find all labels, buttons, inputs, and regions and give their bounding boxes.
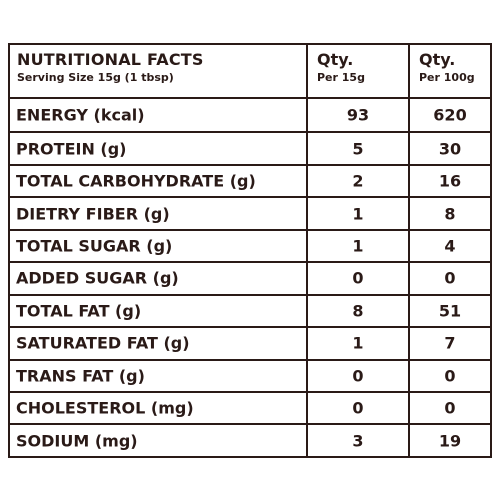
- value-per15: 1: [352, 236, 364, 256]
- table-row: PROTEIN (g) 5 30: [10, 131, 490, 163]
- nutrient-label: TOTAL SUGAR (g): [16, 236, 173, 256]
- value-per15: 5: [352, 139, 364, 159]
- column-subheader-per15: Per 15g: [317, 71, 365, 84]
- value-per15: 1: [352, 333, 364, 353]
- nutrient-label: TOTAL FAT (g): [16, 301, 142, 321]
- value-per15: 3: [352, 431, 364, 451]
- value-per15: 0: [352, 268, 364, 288]
- nutrient-label: TRANS FAT (g): [16, 366, 145, 386]
- table-row: TOTAL SUGAR (g) 1 4: [10, 228, 490, 261]
- table-row: CHOLESTEROL (mg) 0 0: [10, 390, 490, 423]
- value-per100: 620: [433, 105, 467, 125]
- table-row: SATURATED FAT (g) 1 7: [10, 326, 490, 358]
- table-row: TRANS FAT (g) 0 0: [10, 358, 490, 391]
- table-row: ENERGY (kcal) 93 620: [10, 99, 490, 131]
- column-divider-per15: [306, 45, 308, 456]
- value-per100: 16: [438, 171, 462, 191]
- nutrient-label: DIETRY FIBER (g): [16, 204, 170, 224]
- table-row: TOTAL CARBOHYDRATE (g) 2 16: [10, 163, 490, 196]
- table-header: NUTRITIONAL FACTS Serving Size 15g (1 tb…: [10, 45, 490, 97]
- value-per15: 1: [352, 204, 364, 224]
- value-per100: 4: [444, 236, 456, 256]
- table-row: SODIUM (mg) 3 19: [10, 423, 490, 455]
- nutrition-facts-table: NUTRITIONAL FACTS Serving Size 15g (1 tb…: [8, 43, 492, 458]
- value-per15: 8: [352, 301, 364, 321]
- nutrient-label: PROTEIN (g): [16, 139, 127, 159]
- table-row: TOTAL FAT (g) 8 51: [10, 293, 490, 326]
- value-per15: 93: [346, 105, 370, 125]
- value-per15: 0: [352, 366, 364, 386]
- table-title: NUTRITIONAL FACTS: [17, 50, 204, 69]
- nutrient-label: TOTAL CARBOHYDRATE (g): [16, 171, 256, 191]
- value-per100: 8: [444, 204, 456, 224]
- column-header-per100: Qty.: [419, 50, 456, 69]
- table-row: DIETRY FIBER (g) 1 8: [10, 196, 490, 228]
- value-per100: 51: [438, 301, 462, 321]
- table-row: ADDED SUGAR (g) 0 0: [10, 261, 490, 293]
- value-per100: 7: [444, 333, 456, 353]
- value-per15: 2: [352, 171, 364, 191]
- nutrient-label: SODIUM (mg): [16, 431, 138, 451]
- value-per100: 0: [444, 268, 456, 288]
- serving-size: Serving Size 15g (1 tbsp): [17, 71, 174, 84]
- column-divider-per100: [408, 45, 410, 456]
- value-per100: 30: [438, 139, 462, 159]
- value-per15: 0: [352, 398, 364, 418]
- header-divider: [10, 97, 490, 99]
- nutrient-label: ADDED SUGAR (g): [16, 268, 179, 288]
- nutrient-label: SATURATED FAT (g): [16, 333, 190, 353]
- value-per100: 0: [444, 398, 456, 418]
- nutrient-rows: ENERGY (kcal) 93 620 PROTEIN (g) 5 30 TO…: [10, 99, 490, 456]
- nutrient-label: ENERGY (kcal): [16, 105, 145, 125]
- nutrient-label: CHOLESTEROL (mg): [16, 398, 194, 418]
- column-subheader-per100: Per 100g: [419, 71, 475, 84]
- column-header-per15: Qty.: [317, 50, 354, 69]
- value-per100: 0: [444, 366, 456, 386]
- value-per100: 19: [438, 431, 462, 451]
